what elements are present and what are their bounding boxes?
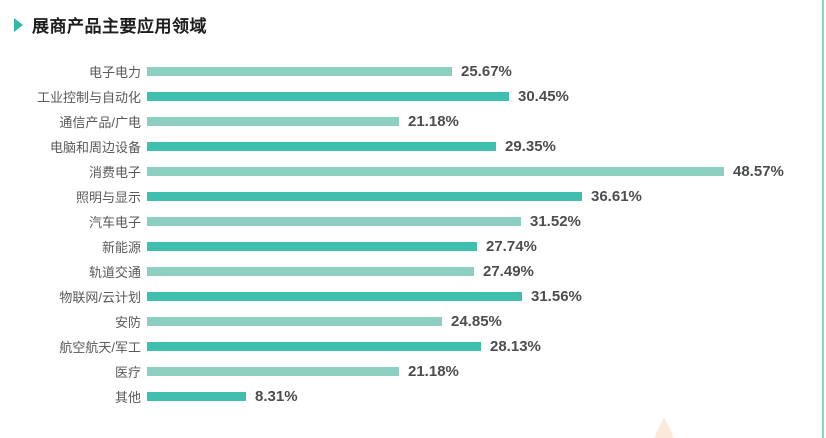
bar-row: 通信产品/广电 21.18% [0, 109, 800, 134]
bar [147, 267, 474, 276]
bar-row: 航空航天/军工 28.13% [0, 334, 800, 359]
bar [147, 92, 509, 101]
value-label: 29.35% [505, 138, 556, 155]
value-label: 21.18% [408, 113, 459, 130]
chart-header: 展商产品主要应用领域 [14, 12, 207, 37]
bar-track: 27.74% [147, 238, 537, 255]
bar-track: 31.56% [147, 288, 582, 305]
bar-chart: 电子电力 25.67% 工业控制与自动化 30.45% 通信产品/广电 21.1… [0, 59, 800, 409]
bar-track: 48.57% [147, 163, 784, 180]
bar [147, 117, 399, 126]
category-label: 工业控制与自动化 [36, 90, 141, 105]
value-label: 27.74% [486, 238, 537, 255]
category-label: 电脑和周边设备 [49, 140, 141, 155]
bar-track: 24.85% [147, 313, 502, 330]
category-label: 通信产品/广电 [59, 115, 141, 130]
bar-track: 31.52% [147, 213, 581, 230]
title-arrow-icon [14, 17, 23, 32]
bar [147, 317, 442, 326]
bottom-decor-triangle [654, 417, 674, 438]
value-label: 31.56% [531, 288, 582, 305]
right-edge-line [822, 0, 824, 438]
bar-row: 电子电力 25.67% [0, 59, 800, 84]
bar-row: 其他 8.31% [0, 384, 800, 409]
bar-track: 21.18% [147, 113, 459, 130]
bar-row: 电脑和周边设备 29.35% [0, 134, 800, 159]
category-label: 其他 [114, 390, 141, 405]
category-label: 安防 [114, 315, 141, 330]
page-title: 展商产品主要应用领域 [32, 17, 207, 36]
bar [147, 192, 582, 201]
value-label: 8.31% [255, 388, 298, 405]
bar-row: 照明与显示 36.61% [0, 184, 800, 209]
bar-row: 汽车电子 31.52% [0, 209, 800, 234]
category-label: 新能源 [101, 240, 141, 255]
bar [147, 242, 477, 251]
value-label: 27.49% [483, 263, 534, 280]
value-label: 30.45% [518, 88, 569, 105]
bar [147, 142, 496, 151]
bar-row: 工业控制与自动化 30.45% [0, 84, 800, 109]
bar-row: 轨道交通 27.49% [0, 259, 800, 284]
category-label: 消费电子 [88, 165, 141, 180]
category-label: 医疗 [114, 365, 141, 380]
bar-row: 消费电子 48.57% [0, 159, 800, 184]
value-label: 31.52% [530, 213, 581, 230]
value-label: 36.61% [591, 188, 642, 205]
bar-track: 8.31% [147, 388, 298, 405]
bar [147, 342, 481, 351]
bar-row: 医疗 21.18% [0, 359, 800, 384]
bar-track: 28.13% [147, 338, 541, 355]
value-label: 48.57% [733, 163, 784, 180]
bar-track: 36.61% [147, 188, 642, 205]
value-label: 21.18% [408, 363, 459, 380]
value-label: 25.67% [461, 63, 512, 80]
bar-track: 29.35% [147, 138, 556, 155]
bar [147, 67, 452, 76]
bar [147, 292, 522, 301]
bar [147, 167, 724, 176]
bar-track: 25.67% [147, 63, 512, 80]
bar [147, 392, 246, 401]
bar [147, 217, 521, 226]
value-label: 28.13% [490, 338, 541, 355]
category-label: 物联网/云计划 [59, 290, 141, 305]
category-label: 照明与显示 [75, 190, 141, 205]
bar-row: 新能源 27.74% [0, 234, 800, 259]
bar-track: 21.18% [147, 363, 459, 380]
bar-row: 物联网/云计划 31.56% [0, 284, 800, 309]
bar-row: 安防 24.85% [0, 309, 800, 334]
bar [147, 367, 399, 376]
bar-track: 27.49% [147, 263, 534, 280]
value-label: 24.85% [451, 313, 502, 330]
category-label: 轨道交通 [88, 265, 141, 280]
bar-track: 30.45% [147, 88, 569, 105]
category-label: 汽车电子 [88, 215, 141, 230]
category-label: 电子电力 [88, 65, 141, 80]
category-label: 航空航天/军工 [59, 340, 141, 355]
